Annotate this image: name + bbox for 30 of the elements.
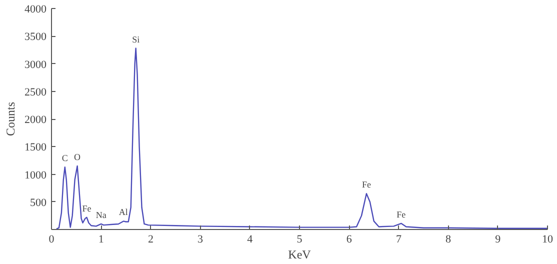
x-tick-label: 7 [396,234,402,246]
y-tick-label: 3500 [24,31,47,44]
x-tick-label: 0 [48,234,55,246]
y-tick-label: 3000 [24,58,47,71]
annotation: Fe [396,209,406,220]
line-series [56,48,548,230]
annotation: Al [118,207,128,218]
x-axis-title: KeV [288,248,312,262]
annotation: Na [96,210,106,220]
y-tick-label: 1000 [24,169,47,182]
x-tick-label: 9 [495,234,502,246]
y-tick-label: 4000 [24,4,47,16]
x-tick-label: 10 [542,234,554,246]
annotation: Fe [362,180,371,190]
y-tick-label: 1500 [24,142,47,154]
annotation: Si [132,34,140,44]
x-tick-label: 2 [148,234,154,246]
y-tick-label: 500 [30,196,47,209]
y-tick-label: 2000 [24,114,47,126]
annotation: Fe [82,203,92,214]
annotation: C [62,153,68,164]
annotation: O [74,152,82,162]
x-tick-label: 1 [98,234,104,246]
x-tick-label: 5 [296,234,303,246]
x-tick-label: 4 [247,234,254,246]
x-tick-label: 8 [446,234,452,246]
y-tick-label: 2500 [24,86,47,98]
x-tick-label: 3 [198,234,204,246]
y-axis-title: Counts [4,102,18,136]
x-tick-label: 6 [346,234,352,246]
